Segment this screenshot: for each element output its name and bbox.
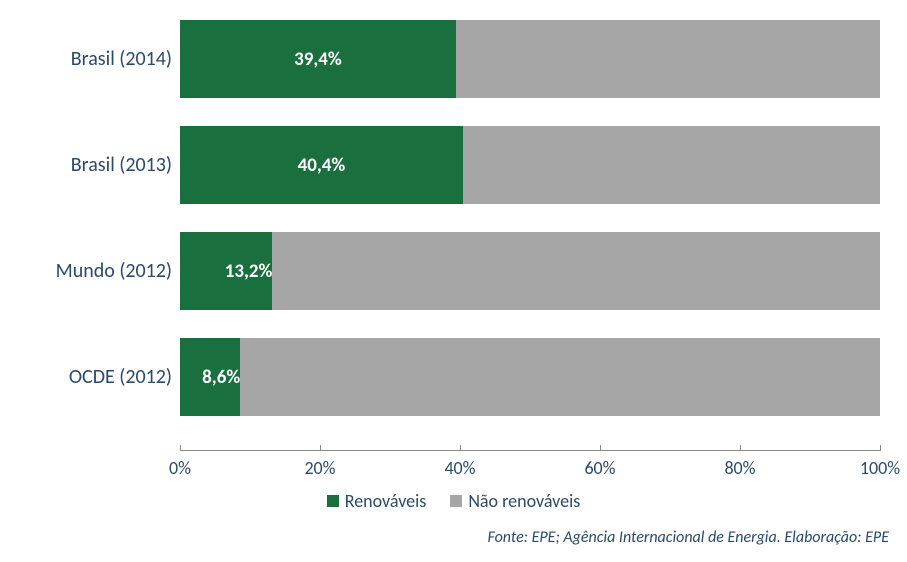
energy-renewables-chart: 39,4% 40,4% 13,2% 8,6% (0, 0, 907, 562)
category-label: Mundo (2012) (2, 232, 172, 310)
bar-segment-nonrenewable (463, 126, 880, 204)
x-tick (460, 445, 461, 451)
legend-label-nonrenewable: Não renováveis (468, 490, 580, 512)
legend: Renováveis Não renováveis (0, 490, 907, 512)
bar-track: 13,2% (180, 232, 880, 310)
bar-value-label: 13,2% (180, 232, 278, 310)
bar-track: 8,6% (180, 338, 880, 416)
bar-value-label: 40,4% (180, 126, 463, 204)
x-tick-label: 60% (570, 457, 630, 479)
legend-item-nonrenewable: Não renováveis (450, 490, 580, 512)
legend-label-renewable: Renováveis (345, 490, 427, 512)
bar-value-label: 8,6% (180, 338, 246, 416)
category-label: Brasil (2013) (2, 126, 172, 204)
legend-item-renewable: Renováveis (327, 490, 427, 512)
plot-area: 39,4% 40,4% 13,2% 8,6% (180, 20, 880, 450)
bar-row: 39,4% (180, 20, 880, 98)
x-tick-label: 80% (710, 457, 770, 479)
legend-swatch-nonrenewable (450, 495, 462, 507)
x-axis: 0% 20% 40% 60% 80% 100% (180, 450, 880, 481)
bar-value-label: 39,4% (180, 20, 456, 98)
bar-segment-nonrenewable (240, 338, 880, 416)
x-tick (180, 445, 181, 451)
bar-row: 8,6% (180, 338, 880, 416)
x-tick (320, 445, 321, 451)
bar-row: 13,2% (180, 232, 880, 310)
x-tick-label: 20% (290, 457, 350, 479)
x-tick (740, 445, 741, 451)
x-tick (880, 445, 881, 451)
category-label: OCDE (2012) (2, 338, 172, 416)
x-tick-label: 0% (150, 457, 210, 479)
bar-track: 39,4% (180, 20, 880, 98)
legend-swatch-renewable (327, 495, 339, 507)
bar-row: 40,4% (180, 126, 880, 204)
x-tick (600, 445, 601, 451)
x-tick-label: 40% (430, 457, 490, 479)
bar-segment-nonrenewable (456, 20, 880, 98)
x-tick-label: 100% (850, 457, 907, 479)
category-label: Brasil (2014) (2, 20, 172, 98)
bar-segment-nonrenewable (272, 232, 880, 310)
bar-track: 40,4% (180, 126, 880, 204)
source-citation: Fonte: EPE; Agência Internacional de Ene… (0, 528, 889, 547)
